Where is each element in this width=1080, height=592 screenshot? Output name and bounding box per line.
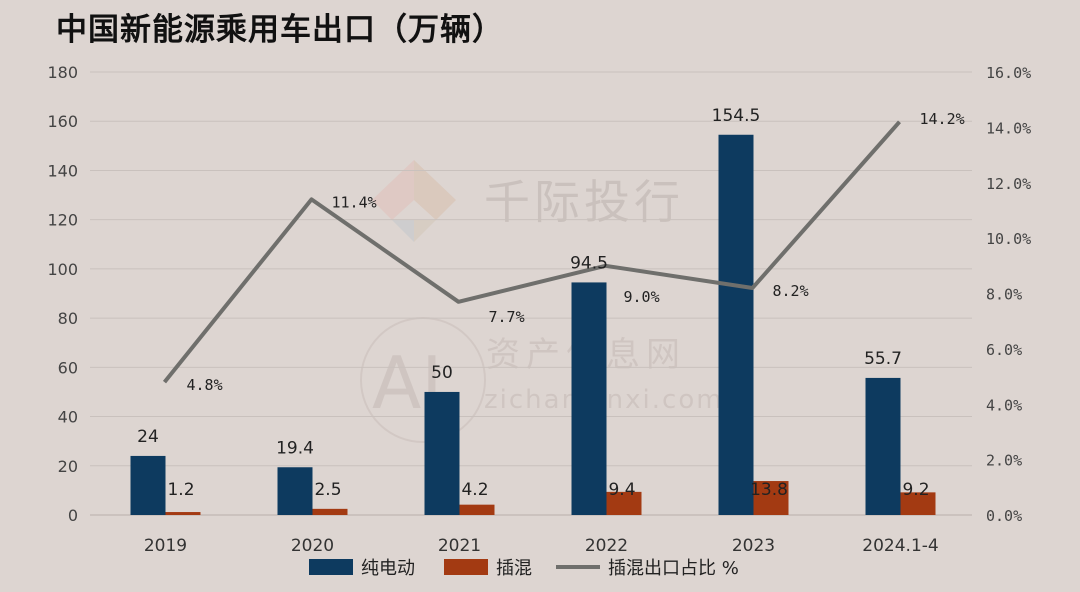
bar-bev <box>718 134 754 515</box>
phev-data-label: 9.4 <box>608 480 635 500</box>
bar-bev <box>865 377 901 515</box>
legend: 纯电动 插混 插混出口占比 % <box>309 558 739 579</box>
bar-phev <box>753 481 789 515</box>
bev-data-label: 55.7 <box>864 349 902 369</box>
bar-bev <box>277 467 313 515</box>
bar-phev <box>165 512 201 515</box>
left-tick-label: 120 <box>47 211 78 230</box>
bar-bev <box>424 391 460 515</box>
bev-data-label: 24 <box>137 427 159 447</box>
x-axis: 2019 2020 2021 2022 2023 2024.1-4 <box>144 536 939 556</box>
x-tick-label: 2022 <box>585 536 628 556</box>
legend-label-phev: 插混 <box>496 558 532 579</box>
right-tick-label: 8.0% <box>986 286 1022 304</box>
share-data-label: 7.7% <box>489 308 525 326</box>
share-line-path <box>162 120 901 384</box>
left-tick-label: 0 <box>68 506 78 525</box>
legend-label-bev: 纯电动 <box>361 558 415 579</box>
share-data-label: 9.0% <box>624 288 660 306</box>
x-tick-label: 2021 <box>438 536 481 556</box>
right-tick-label: 14.0% <box>986 119 1031 137</box>
right-tick-label: 16.0% <box>986 64 1031 82</box>
legend-swatch-phev <box>444 559 488 575</box>
right-tick-label: 2.0% <box>986 452 1022 470</box>
right-tick-label: 0.0% <box>986 507 1022 525</box>
left-tick-label: 20 <box>58 457 78 476</box>
x-tick-label: 2024.1-4 <box>862 536 938 556</box>
left-tick-label: 140 <box>47 161 78 180</box>
share-line <box>162 120 901 384</box>
legend-label-share: 插混出口占比 % <box>608 558 739 579</box>
left-tick-label: 180 <box>47 63 78 82</box>
grid <box>90 71 972 516</box>
share-data-label: 14.2% <box>920 110 965 128</box>
right-tick-label: 10.0% <box>986 230 1031 248</box>
x-tick-label: 2023 <box>732 536 775 556</box>
phev-data-label: 2.5 <box>314 480 341 500</box>
phev-data-label: 13.8 <box>750 480 788 500</box>
left-tick-label: 100 <box>47 260 78 279</box>
share-data-label: 4.8% <box>187 376 223 394</box>
watermark-brand: 千际投行 <box>484 175 684 229</box>
right-axis: 0.0% 2.0% 4.0% 6.0% 8.0% 10.0% 12.0% 14.0% 16.0% <box>986 64 1031 525</box>
left-tick-label: 60 <box>58 358 78 377</box>
data-labels: 24 1.2 19.4 2.5 50 4.2 94.5 9.4 154.5 13.8 55.7 9.2… <box>137 106 964 500</box>
x-tick-label: 2020 <box>291 536 334 556</box>
x-tick-label: 2019 <box>144 536 187 556</box>
phev-data-label: 1.2 <box>167 480 194 500</box>
bar-phev <box>606 491 642 515</box>
right-tick-label: 12.0% <box>986 175 1031 193</box>
chart-title: 中国新能源乘用车出口（万辆） <box>56 12 504 48</box>
phev-data-label: 4.2 <box>461 480 488 500</box>
watermark: 千际投行 AI 资产信息网 zichanxinxi.com <box>360 160 722 443</box>
left-tick-label: 160 <box>47 112 78 131</box>
bev-data-label: 19.4 <box>276 438 314 458</box>
left-tick-label: 40 <box>58 408 78 427</box>
phev-data-label: 9.2 <box>902 480 929 500</box>
bar-phev <box>459 504 495 515</box>
left-tick-label: 80 <box>58 309 78 328</box>
bars <box>130 134 936 515</box>
share-data-label: 11.4% <box>332 193 377 211</box>
bar-phev <box>312 508 348 515</box>
bev-data-label: 50 <box>431 363 453 383</box>
right-tick-label: 4.0% <box>986 396 1022 414</box>
right-tick-label: 6.0% <box>986 341 1022 359</box>
share-data-label: 8.2% <box>773 282 809 300</box>
bar-bev <box>571 282 607 515</box>
watermark-logo-icon <box>372 160 456 242</box>
bev-data-label: 94.5 <box>570 253 608 273</box>
bev-data-label: 154.5 <box>712 106 761 126</box>
legend-swatch-bev <box>309 559 353 575</box>
bar-bev <box>130 455 166 515</box>
left-axis: 0 20 40 60 80 100 120 140 160 180 <box>47 63 78 525</box>
bar-phev <box>900 492 936 515</box>
